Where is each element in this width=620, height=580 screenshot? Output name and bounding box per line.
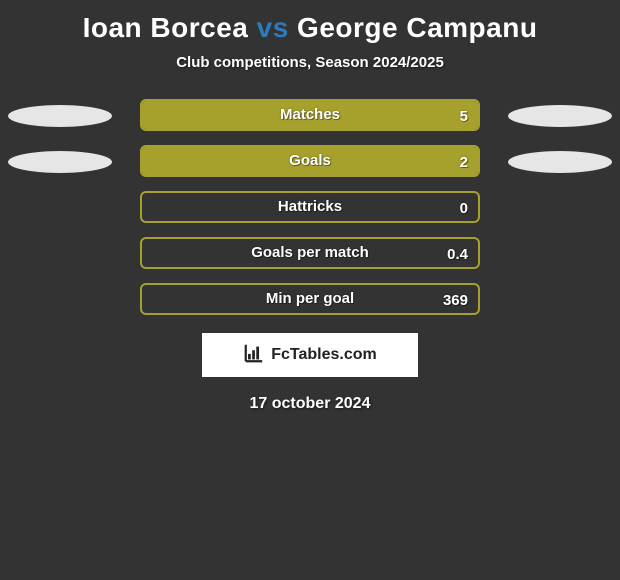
brand-chart-icon <box>243 342 265 369</box>
subtitle: Club competitions, Season 2024/2025 <box>0 54 620 71</box>
bar-track: 0 <box>140 191 480 223</box>
bar-track: 369 <box>140 283 480 315</box>
page-title: Ioan Borcea vs George Campanu <box>0 0 620 44</box>
bar-track: 2 <box>140 145 480 177</box>
brand-text: FcTables.com <box>271 346 377 364</box>
bar-value: 0.4 <box>447 239 468 269</box>
stat-row: 369Min per goal <box>0 283 620 315</box>
brand-box[interactable]: FcTables.com <box>202 333 418 377</box>
bar-fill <box>142 101 478 129</box>
stat-row: 5Matches <box>0 99 620 131</box>
stat-row: 0Hattricks <box>0 191 620 223</box>
stat-row: 0.4Goals per match <box>0 237 620 269</box>
left-ellipse <box>8 151 112 173</box>
bar-track: 5 <box>140 99 480 131</box>
bar-fill <box>142 147 478 175</box>
left-ellipse <box>8 105 112 127</box>
title-vs: vs <box>248 12 297 43</box>
bar-value: 0 <box>460 193 468 223</box>
bar-value: 369 <box>443 285 468 315</box>
stat-rows: 5Matches 2Goals 0Hattricks 0.4Goals per mat… <box>0 99 620 315</box>
title-player-b: George Campanu <box>297 12 537 43</box>
stat-row: 2Goals <box>0 145 620 177</box>
title-player-a: Ioan Borcea <box>83 12 249 43</box>
bar-track: 0.4 <box>140 237 480 269</box>
date-label: 17 october 2024 <box>0 395 620 413</box>
right-ellipse <box>508 151 612 173</box>
right-ellipse <box>508 105 612 127</box>
